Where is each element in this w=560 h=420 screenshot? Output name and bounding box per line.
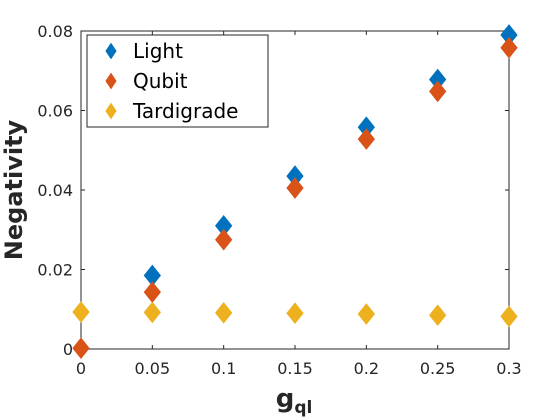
marker-tardigrade	[357, 303, 375, 325]
marker-tardigrade	[286, 302, 304, 325]
x-tick-label: 0.15	[277, 359, 313, 378]
data-markers	[72, 24, 518, 360]
marker-tardigrade	[500, 305, 518, 328]
marker-tardigrade	[143, 301, 161, 324]
marker-tardigrade	[72, 301, 90, 323]
x-tick-label: 0	[76, 359, 86, 378]
legend-box	[86, 34, 269, 128]
x-tick-label: 0.25	[420, 359, 456, 378]
legend: Light Qubit Tardigrade	[86, 34, 269, 128]
legend-marker-light	[105, 42, 117, 60]
marker-qubit	[215, 228, 233, 251]
legend-label-light: Light	[133, 39, 183, 63]
legend-label-tardigrade: Tardigrade	[132, 99, 238, 123]
marker-qubit	[429, 80, 447, 103]
y-tick-label: 0.06	[37, 102, 73, 121]
marker-qubit	[72, 337, 90, 360]
marker-qubit	[286, 177, 304, 199]
x-axis-label: gql	[276, 384, 313, 418]
legend-marker-tardigrade	[105, 102, 117, 120]
x-tick-label: 0.05	[135, 359, 171, 378]
axis-tick-labels: 0 0.05 0.1 0.15 0.2 0.25 0.3 0 0.02 0.04 0.06 0.08	[37, 22, 521, 378]
y-tick-label: 0.04	[37, 181, 73, 200]
y-axis-label: Negativity	[0, 119, 28, 260]
marker-qubit	[357, 128, 375, 150]
x-axis-label-main: g	[276, 384, 295, 414]
legend-marker-qubit	[105, 72, 117, 90]
x-tick-label: 0.3	[496, 359, 521, 378]
marker-tardigrade	[215, 302, 233, 324]
x-tick-label: 0.2	[354, 359, 379, 378]
y-tick-label: 0.08	[37, 22, 73, 41]
y-tick-label: 0	[63, 340, 73, 359]
marker-qubit	[143, 281, 161, 303]
legend-label-qubit: Qubit	[133, 69, 188, 93]
y-tick-label: 0.02	[37, 261, 73, 280]
x-axis-label-subscript: ql	[294, 398, 312, 418]
marker-tardigrade	[429, 304, 447, 327]
x-tick-label: 0.1	[211, 359, 236, 378]
marker-qubit	[500, 36, 518, 59]
